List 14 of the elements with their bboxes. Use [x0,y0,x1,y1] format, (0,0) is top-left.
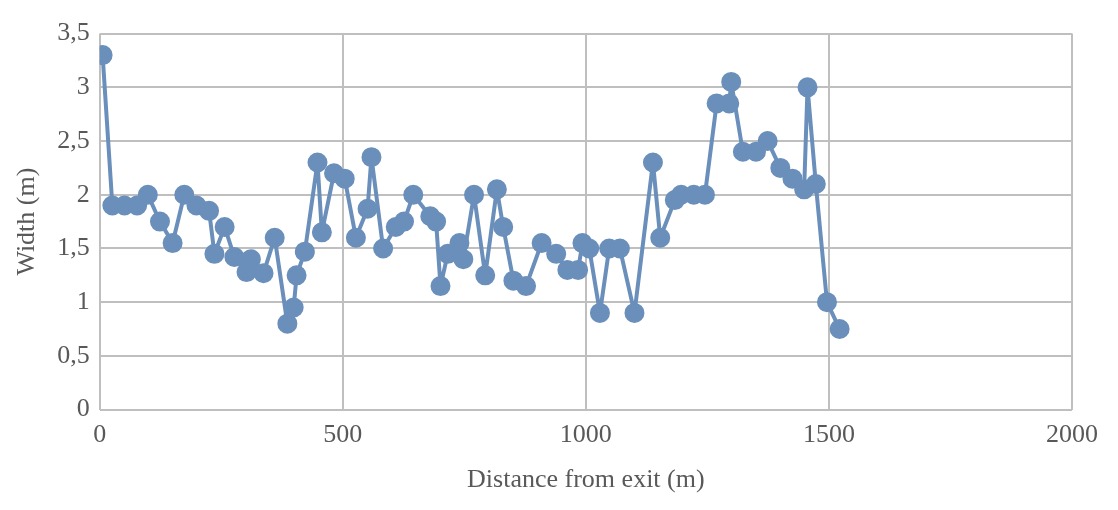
y-tick-label: 3,5 [57,17,90,47]
y-tick-label: 1,5 [57,232,90,262]
y-tick-label: 2,5 [57,124,90,154]
x-tick-label: 500 [323,419,363,449]
y-tick-label: 0,5 [57,339,90,369]
x-tick-label: 2000 [1046,419,1098,449]
y-tick-label: 1 [76,286,90,315]
y-tick-label: 3 [76,71,90,101]
x-tick-label: 1500 [802,419,855,449]
x-axis-title: Distance from exit (m) [467,464,705,494]
y-axis-title: Width (m) [11,167,41,276]
x-tick-label: 1000 [559,419,612,449]
y-tick-label: 0 [76,393,90,423]
y-tick-label: 2 [76,178,90,208]
